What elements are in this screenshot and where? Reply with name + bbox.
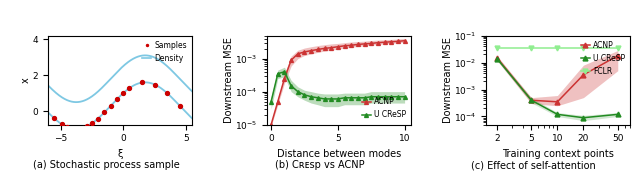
U CReSP xyxy=(580,117,588,119)
Point xyxy=(149,83,159,86)
Point xyxy=(57,123,67,126)
U CReSP xyxy=(614,113,621,115)
U CReSP xyxy=(354,97,362,99)
U CReSP xyxy=(327,98,335,100)
U CReSP xyxy=(340,97,348,99)
ACNP xyxy=(314,48,322,51)
Point xyxy=(72,128,82,130)
U CReSP xyxy=(348,97,355,99)
ACNP xyxy=(554,101,561,103)
ACNP xyxy=(340,45,348,47)
U CReSP xyxy=(287,85,295,87)
ACNP xyxy=(294,53,301,55)
Text: (b) Cʀᴇsp vs ACNP: (b) Cʀᴇsp vs ACNP xyxy=(275,160,365,170)
Line: FCLR: FCLR xyxy=(495,45,620,50)
FCLR xyxy=(554,47,561,49)
Point xyxy=(78,126,88,129)
Point xyxy=(82,125,92,128)
ACNP xyxy=(354,43,362,46)
U CReSP xyxy=(274,73,282,75)
U CReSP xyxy=(334,98,342,100)
U CReSP xyxy=(268,101,275,103)
Point xyxy=(87,122,97,125)
U CReSP xyxy=(361,97,369,99)
Point xyxy=(162,91,172,94)
U CReSP xyxy=(381,96,388,98)
ACNP xyxy=(307,49,315,52)
Point xyxy=(124,87,134,90)
ACNP xyxy=(614,55,621,57)
ACNP xyxy=(327,47,335,49)
ACNP xyxy=(493,57,501,59)
ACNP xyxy=(367,42,375,44)
ACNP xyxy=(394,40,402,42)
ACNP xyxy=(334,46,342,48)
U CReSP xyxy=(321,98,328,100)
FCLR xyxy=(614,47,621,49)
X-axis label: Training context points: Training context points xyxy=(502,149,614,159)
Point xyxy=(74,127,84,130)
Text: (c) Effect of self-attention: (c) Effect of self-attention xyxy=(471,160,596,170)
ACNP xyxy=(280,77,288,80)
U CReSP xyxy=(387,96,395,98)
U CReSP xyxy=(301,94,308,96)
U CReSP xyxy=(374,96,381,98)
ACNP xyxy=(374,42,381,44)
U CReSP xyxy=(314,97,322,99)
ACNP xyxy=(361,43,369,45)
ACNP xyxy=(301,51,308,53)
ACNP xyxy=(321,47,328,49)
Point xyxy=(65,127,76,130)
FCLR xyxy=(580,47,588,49)
Point xyxy=(99,111,109,114)
ACNP xyxy=(580,74,588,76)
ACNP xyxy=(387,41,395,43)
Legend: ACNP, U CReSP: ACNP, U CReSP xyxy=(360,96,408,121)
Point xyxy=(49,117,60,119)
Point xyxy=(175,104,185,107)
ACNP xyxy=(527,99,535,101)
Line: U CReSP: U CReSP xyxy=(269,70,406,103)
Text: (a) Stochastic process sample: (a) Stochastic process sample xyxy=(33,160,180,170)
U CReSP xyxy=(527,99,535,101)
Y-axis label: Downstream MSE: Downstream MSE xyxy=(443,37,452,123)
U CReSP xyxy=(294,91,301,93)
U CReSP xyxy=(493,57,501,60)
Legend: Samples, Density: Samples, Density xyxy=(140,39,188,64)
U CReSP xyxy=(401,96,408,98)
ACNP xyxy=(274,101,282,103)
Point xyxy=(112,98,122,100)
X-axis label: Distance between modes: Distance between modes xyxy=(277,149,401,159)
Point xyxy=(137,81,147,84)
Point xyxy=(69,127,79,130)
Point xyxy=(118,91,129,94)
Y-axis label: x: x xyxy=(21,77,31,83)
Legend: ACNP, U CReSP, FCLR: ACNP, U CReSP, FCLR xyxy=(579,39,627,77)
U CReSP xyxy=(394,96,402,98)
FCLR xyxy=(493,47,501,49)
U CReSP xyxy=(554,113,561,115)
Line: ACNP: ACNP xyxy=(269,39,406,127)
Line: U CReSP: U CReSP xyxy=(495,56,620,120)
ACNP xyxy=(268,124,275,126)
Line: ACNP: ACNP xyxy=(495,53,620,104)
U CReSP xyxy=(307,96,315,98)
Point xyxy=(106,104,116,107)
ACNP xyxy=(381,41,388,43)
Y-axis label: Downstream MSE: Downstream MSE xyxy=(223,37,234,123)
Point xyxy=(61,125,72,128)
U CReSP xyxy=(280,71,288,73)
ACNP xyxy=(348,44,355,46)
X-axis label: ξ: ξ xyxy=(117,149,123,159)
FCLR xyxy=(527,47,535,49)
ACNP xyxy=(401,40,408,42)
ACNP xyxy=(287,59,295,61)
Point xyxy=(93,117,103,120)
U CReSP xyxy=(367,96,375,98)
